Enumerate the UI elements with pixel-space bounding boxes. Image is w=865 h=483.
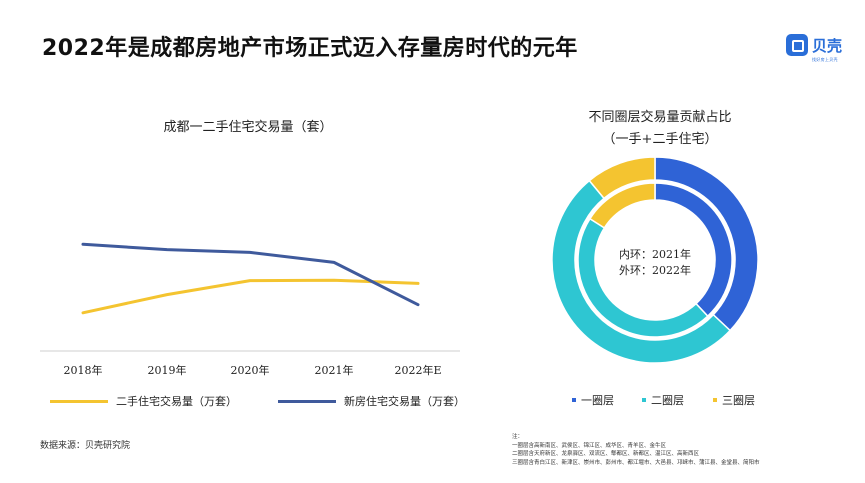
donut-center-label: 内环：2021年 外环：2022年 <box>600 247 710 279</box>
footnote-line-3: 三圈层含青白江区、新津区、崇州市、彭州市、都江堰市、大邑县、邛崃市、蒲江县、金堂… <box>512 459 760 466</box>
x-tick-label: 2018年 <box>64 363 103 377</box>
data-point-new_home <box>82 243 84 245</box>
legend-swatch-new-home <box>278 399 336 403</box>
data-point-new_home <box>417 304 419 306</box>
data-point-new_home <box>249 251 251 253</box>
donut-chart-title: 不同圈层交易量贡献占比 （一手+二手住宅） <box>560 107 760 151</box>
line-chart-title: 成都一二手住宅交易量（套） <box>163 120 333 135</box>
x-tick-label: 2020年 <box>231 363 270 377</box>
legend-label-new-home: 新房住宅交易量（万套） <box>344 395 465 408</box>
data-point-resale <box>249 280 251 282</box>
x-tick-label: 2021年 <box>315 363 354 377</box>
x-tick-label: 2019年 <box>148 363 187 377</box>
legend-dot-ring2 <box>642 398 646 402</box>
footnote-label: 注： <box>512 434 524 440</box>
donut-legend-ring3: 三圈层 <box>713 392 755 408</box>
donut-title-line-1: 不同圈层交易量贡献占比 <box>588 110 732 125</box>
data-point-resale <box>166 294 168 296</box>
page-title: 2022年是成都房地产市场正式迈入存量房时代的元年 <box>42 36 578 61</box>
donut-legend-ring2: 二圈层 <box>642 392 684 408</box>
footnote-line-1: 一圈层含高新南区、武侯区、锦江区、成华区、青羊区、金牛区 <box>512 442 667 449</box>
donut-slices <box>551 156 759 364</box>
donut-slice-outer-3 <box>588 156 656 200</box>
legend-dot-ring3 <box>713 398 717 402</box>
legend-item-new-home: 新房住宅交易量（万套） <box>278 393 465 409</box>
data-point-new_home <box>333 261 335 263</box>
inner-ring-label: 内环：2021年 <box>619 248 691 261</box>
legend-label-resale: 二手住宅交易量（万套） <box>116 395 237 408</box>
data-point-new_home <box>166 249 168 251</box>
data-point-resale <box>82 312 84 314</box>
data-point-resale <box>333 279 335 281</box>
data-source: 数据来源：贝壳研究院 <box>40 441 131 451</box>
legend-swatch-resale <box>50 399 108 403</box>
donut-slice-inner-3 <box>588 182 656 229</box>
beike-logo-icon <box>786 34 808 56</box>
data-point-resale <box>417 282 419 284</box>
donut-legend-label-ring2: 二圈层 <box>651 394 684 407</box>
footnote-line-2: 二圈层含天府新区、龙泉驿区、双流区、郫都区、新都区、温江区、高新西区 <box>512 451 700 457</box>
legend-dot-ring1 <box>572 398 576 402</box>
donut-legend-label-ring1: 一圈层 <box>581 394 614 407</box>
line-series-group <box>81 242 420 315</box>
footnote: 注： 一圈层含高新南区、武侯区、锦江区、成华区、青羊区、金牛区 二圈层含天府新区… <box>512 433 857 467</box>
beike-logo: 贝壳 <box>786 34 842 56</box>
donut-title-line-2: （一手+二手住宅） <box>602 132 718 147</box>
legend-item-resale: 二手住宅交易量（万套） <box>50 393 237 409</box>
x-axis-ticks: 2018年 2019年 2020年 2021年 2022年E <box>64 363 442 377</box>
donut-legend-label-ring3: 三圈层 <box>722 394 755 407</box>
x-tick-label: 2022年E <box>394 363 441 377</box>
logo-slogan: 找好房上贝壳 <box>812 57 838 62</box>
logo-text: 贝壳 <box>812 36 843 55</box>
donut-legend-ring1: 一圈层 <box>572 392 614 408</box>
outer-ring-label: 外环：2022年 <box>619 264 691 277</box>
